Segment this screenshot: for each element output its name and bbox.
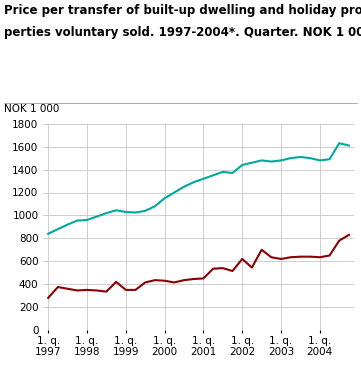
Dwelling — [201, 177, 205, 181]
Dwelling — [172, 190, 177, 195]
Dwelling — [327, 157, 332, 162]
Dwelling — [133, 210, 138, 215]
Dwelling — [347, 143, 351, 148]
Dwelling — [162, 196, 167, 201]
Holiday — [172, 280, 177, 285]
Dwelling — [104, 211, 109, 215]
Holiday — [279, 257, 283, 261]
Holiday — [65, 286, 70, 291]
Holiday — [56, 285, 60, 289]
Holiday — [104, 290, 109, 294]
Holiday — [298, 254, 303, 259]
Holiday — [162, 279, 167, 283]
Holiday — [327, 253, 332, 258]
Holiday — [250, 265, 254, 270]
Holiday — [143, 280, 147, 285]
Dwelling — [65, 222, 70, 227]
Holiday — [192, 277, 196, 281]
Dwelling — [211, 173, 215, 178]
Dwelling — [288, 156, 293, 160]
Holiday — [221, 266, 225, 270]
Dwelling — [46, 231, 50, 236]
Holiday — [211, 267, 215, 271]
Line: Dwelling: Dwelling — [48, 143, 349, 234]
Dwelling — [221, 170, 225, 174]
Dwelling — [143, 209, 147, 213]
Holiday — [114, 280, 118, 284]
Dwelling — [269, 159, 274, 164]
Holiday — [85, 288, 89, 292]
Holiday — [308, 254, 312, 259]
Dwelling — [230, 171, 235, 175]
Dwelling — [279, 158, 283, 163]
Text: Price per transfer of built-up dwelling and holiday pro-: Price per transfer of built-up dwelling … — [4, 4, 361, 17]
Line: Holiday: Holiday — [48, 235, 349, 298]
Dwelling — [85, 218, 89, 222]
Dwelling — [192, 180, 196, 184]
Holiday — [123, 288, 128, 292]
Holiday — [260, 248, 264, 252]
Holiday — [153, 278, 157, 282]
Dwelling — [56, 227, 60, 231]
Holiday — [230, 269, 235, 273]
Dwelling — [240, 163, 244, 167]
Dwelling — [123, 210, 128, 214]
Dwelling — [114, 208, 118, 213]
Holiday — [288, 255, 293, 260]
Holiday — [347, 232, 351, 237]
Holiday — [269, 255, 274, 260]
Dwelling — [298, 155, 303, 159]
Dwelling — [250, 160, 254, 165]
Dwelling — [260, 158, 264, 163]
Dwelling — [318, 158, 322, 163]
Holiday — [318, 255, 322, 260]
Dwelling — [308, 156, 312, 160]
Dwelling — [95, 214, 99, 219]
Holiday — [240, 257, 244, 261]
Dwelling — [75, 218, 79, 223]
Holiday — [201, 276, 205, 280]
Holiday — [133, 288, 138, 292]
Text: NOK 1 000: NOK 1 000 — [4, 104, 59, 114]
Text: perties voluntary sold. 1997-2004*. Quarter. NOK 1 000: perties voluntary sold. 1997-2004*. Quar… — [4, 26, 361, 39]
Holiday — [95, 288, 99, 293]
Holiday — [46, 296, 50, 300]
Holiday — [182, 278, 186, 282]
Dwelling — [153, 204, 157, 209]
Dwelling — [182, 184, 186, 189]
Holiday — [75, 288, 79, 293]
Dwelling — [337, 141, 342, 146]
Holiday — [337, 238, 342, 243]
